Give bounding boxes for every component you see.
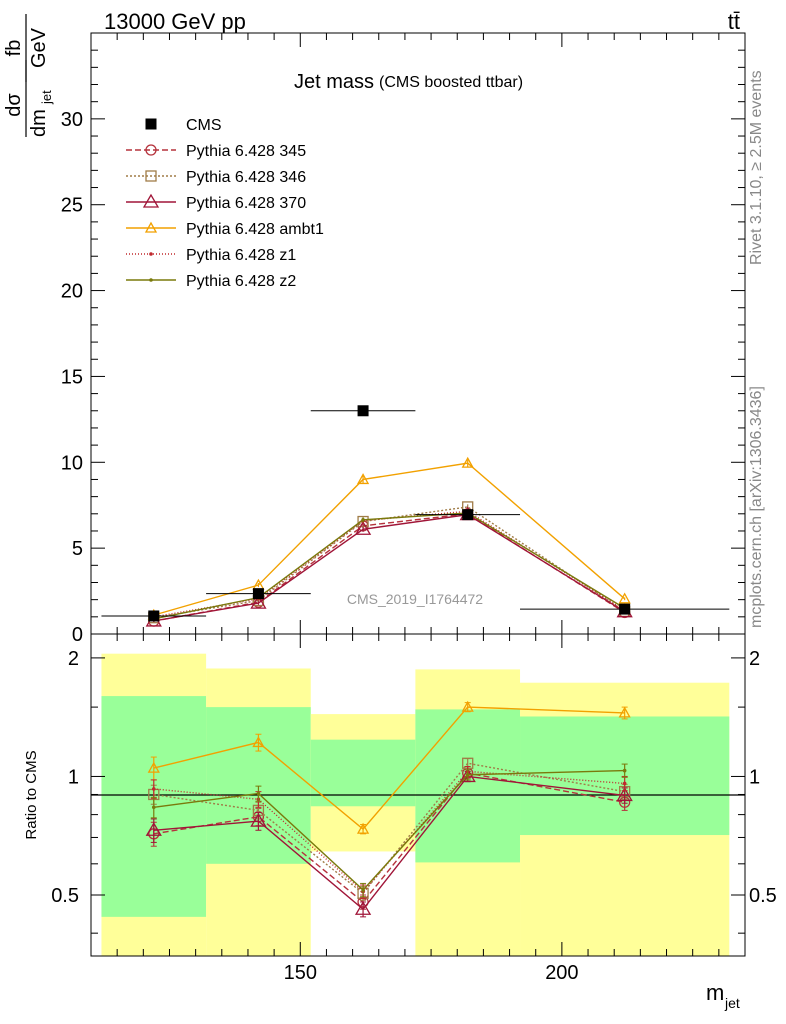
main-series-group — [101, 405, 730, 627]
header: 13000 GeV pp tt̄ — [104, 9, 740, 34]
ylabel-unit-denominator: GeV — [28, 27, 50, 68]
cms-data-point — [462, 509, 474, 521]
x-axis-label: m jet — [706, 980, 740, 1011]
ratio-data-point — [147, 761, 160, 773]
legend-marker — [145, 118, 157, 130]
main-ytick-label: 20 — [61, 281, 83, 303]
ratio-data-point — [354, 900, 372, 915]
y-axis-label: dσ dm jet fb GeV — [3, 14, 54, 137]
legend-label-pythia-6-428-345: Pythia 6.428 345 — [186, 143, 306, 160]
ratio-data-point — [465, 772, 470, 777]
ratio-plot-frame — [90, 633, 746, 957]
cms-data-point — [252, 588, 264, 600]
ratio-data-point — [622, 768, 627, 773]
ratio-ytick-label: 0.5 — [51, 885, 79, 907]
legend-label-cms: CMS — [186, 117, 222, 134]
ylabel-numerator: dσ — [3, 93, 25, 117]
legend-label-pythia-6-428-z1: Pythia 6.428 z1 — [186, 247, 296, 264]
main-legend: CMS Pythia 6.428 345 Pythia 6.428 346 Pythi… — [126, 117, 324, 290]
xlabel: m — [706, 980, 724, 1005]
legend-label-pythia-6-428-z2: Pythia 6.428 z2 — [186, 273, 296, 290]
ratio-data-point — [151, 787, 156, 791]
legend-marker — [145, 144, 157, 156]
ratio-data-point — [250, 812, 267, 827]
ratio-xtick-label: 200 — [545, 962, 578, 984]
main-ytick-label: 15 — [61, 366, 83, 388]
legend-marker — [144, 221, 158, 233]
legend-label-pythia-6-428-346: Pythia 6.428 346 — [186, 169, 306, 186]
header-final-state: tt̄ — [728, 9, 740, 34]
ratio-data-point — [459, 768, 476, 783]
ratio-data-point — [618, 706, 631, 718]
ratio-data-point — [151, 805, 156, 810]
ratio-series-pythia-6-428-z2 — [150, 763, 628, 898]
ratio-ylabel: Ratio to CMS — [23, 750, 40, 839]
header-process: 13000 GeV pp — [104, 9, 246, 34]
legend-label-pythia-6-428-ambt1: Pythia 6.428 ambt1 — [186, 221, 324, 238]
sidebar-source: mcplots.cern.ch [arXiv:1306.3436] — [748, 386, 765, 628]
ratio-data-point — [622, 781, 627, 786]
main-ytick-label: 25 — [61, 195, 83, 217]
xlabel-sub: jet — [724, 995, 740, 1011]
main-ticks: 0 5 10 15 20 25 30 — [61, 33, 746, 646]
series-cms — [101, 405, 730, 622]
main-subtitle: (CMS boosted ttbar) — [379, 74, 523, 91]
uncertainty-band-green — [415, 709, 521, 863]
cms-data-point — [148, 610, 160, 622]
ratio-series-group — [145, 700, 633, 918]
ratio-ytick-label-right: 1 — [749, 766, 760, 788]
data-point — [618, 592, 631, 604]
ylabel-denominator: dm — [28, 109, 50, 137]
analysis-watermark: CMS_2019_I1764472 — [347, 591, 483, 607]
data-point — [250, 594, 267, 609]
legend-marker — [149, 252, 153, 256]
series-pythia-6-428-370 — [145, 506, 633, 627]
ratio-data-point — [145, 821, 162, 836]
cms-data-point — [357, 405, 369, 417]
ratio-data-point — [256, 791, 261, 796]
ratio-ytick-label: 1 — [68, 766, 79, 788]
main-ytick-label: 10 — [61, 452, 83, 474]
ratio-ytick-label-right: 2 — [749, 648, 760, 670]
ratio-data-point — [616, 787, 633, 802]
ratio-ytick-label: 2 — [68, 648, 79, 670]
data-point — [361, 518, 365, 522]
ratio-data-point — [356, 822, 370, 834]
uncertainty-band-green — [206, 707, 311, 864]
ratio-data-point — [361, 888, 365, 892]
ratio-plot: 0.5 0.5 1 1 2 2 150 200 Ratio to CMS — [23, 633, 777, 984]
ylabel-unit-numerator: fb — [3, 40, 25, 57]
ylabel-denominator-sub: jet — [39, 90, 54, 105]
main-title: Jet mass — [294, 71, 374, 93]
ratio-data-point — [461, 700, 474, 712]
sidebar-labels: Rivet 3.1.10, ≥ 2.5M events mcplots.cern… — [748, 70, 765, 628]
uncertainty-band-green — [310, 739, 416, 807]
data-point — [354, 520, 372, 535]
main-ytick-label: 5 — [72, 538, 83, 560]
ratio-ticks: 0.5 0.5 1 1 2 2 150 200 — [51, 634, 777, 984]
legend-marker — [145, 170, 157, 182]
legend-marker — [149, 278, 153, 282]
ratio-bands — [101, 653, 730, 956]
ratio-series-line — [153, 770, 625, 893]
main-plot: 0 5 10 15 20 25 30 CMS Pythia 6.428 345 Pythia 6… — [61, 32, 746, 646]
main-ytick-label: 30 — [61, 109, 83, 131]
main-ytick-label: 0 — [72, 624, 83, 646]
sidebar-version: Rivet 3.1.10, ≥ 2.5M events — [748, 70, 765, 265]
ratio-ytick-label-right: 0.5 — [749, 885, 777, 907]
ratio-xtick-label: 150 — [284, 962, 317, 984]
data-point — [357, 515, 369, 528]
ratio-data-point — [252, 736, 265, 748]
legend-label-pythia-6-428-370: Pythia 6.428 370 — [186, 195, 306, 212]
legend-marker — [142, 193, 160, 208]
cms-data-point — [619, 603, 631, 615]
data-point — [461, 456, 474, 468]
data-point — [356, 473, 370, 485]
